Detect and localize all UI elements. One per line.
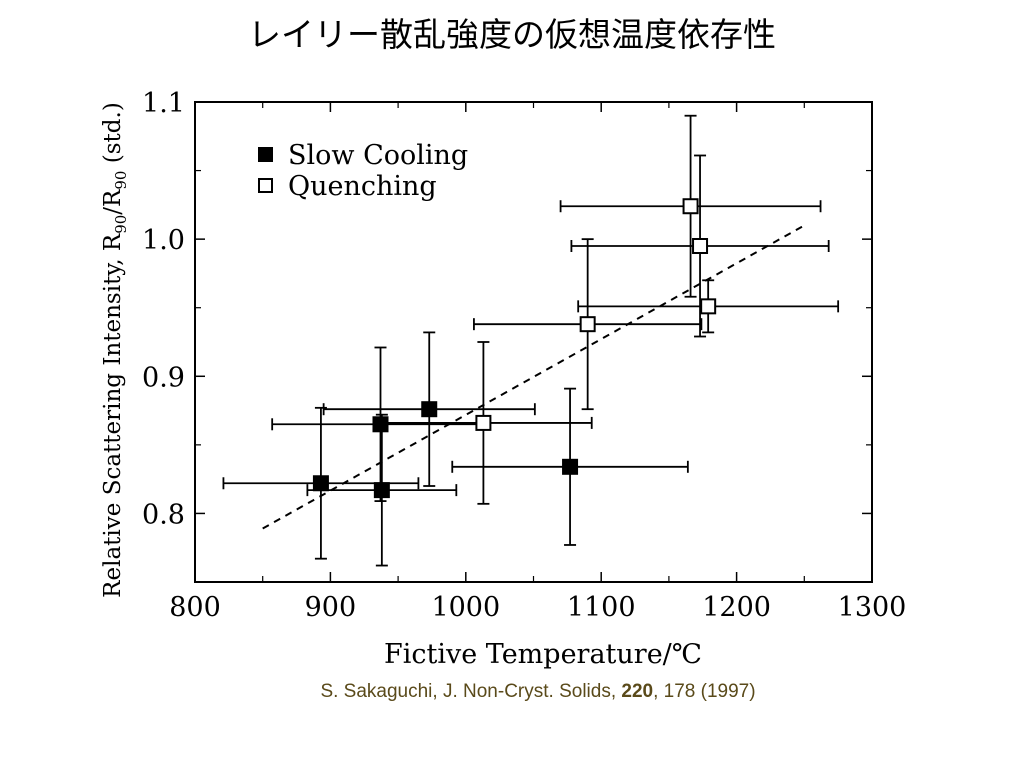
quenching-point <box>692 238 709 254</box>
legend-marker <box>258 147 273 162</box>
slow-cooling-point <box>372 416 389 433</box>
x-tick-label: 900 <box>305 592 357 623</box>
slow-cooling-point <box>312 475 329 492</box>
data-markers <box>312 198 717 499</box>
slow-cooling-point <box>421 401 438 418</box>
axis-ticks: 800 900 1000 1100 1200 1300 0.8 0.9 1.0 1.1 <box>142 88 906 623</box>
slide-title: レイリー散乱強度の仮想温度依存性 <box>248 15 776 54</box>
y-tick-label: 1.0 <box>142 225 185 256</box>
error-bars <box>222 114 840 567</box>
quenching-point <box>579 316 596 333</box>
slow-cooling-point <box>562 458 579 475</box>
quenching-point <box>700 298 717 315</box>
x-tick-label: 1000 <box>431 592 500 623</box>
citation-volume: 220 <box>621 681 654 702</box>
x-tick-label: 1300 <box>838 592 907 623</box>
y-axis-label: Relative Scattering Intensity, R90/R90 (… <box>100 102 130 598</box>
x-tick-label: 800 <box>169 592 221 623</box>
y-tick-label: 0.9 <box>142 362 185 393</box>
citation-authors: S. Sakaguchi, J. Non-Cryst. Solids, <box>320 681 622 702</box>
slow-cooling-point <box>373 482 390 499</box>
quenching-point <box>682 198 699 215</box>
x-axis-label: Fictive Temperature/℃ <box>384 639 702 670</box>
x-tick-label: 1100 <box>567 592 636 623</box>
legend-label: Slow Cooling <box>288 140 468 171</box>
legend-label: Quenching <box>288 171 437 202</box>
y-tick-label: 0.8 <box>142 499 185 530</box>
legend-marker <box>258 178 273 193</box>
x-tick-label: 1200 <box>702 592 771 623</box>
quenching-point <box>475 414 492 431</box>
citation-pages-year: , 178 (1997) <box>653 681 756 702</box>
y-tick-label: 1.1 <box>142 88 185 119</box>
citation: S. Sakaguchi, J. Non-Cryst. Solids, 220,… <box>0 681 1024 703</box>
